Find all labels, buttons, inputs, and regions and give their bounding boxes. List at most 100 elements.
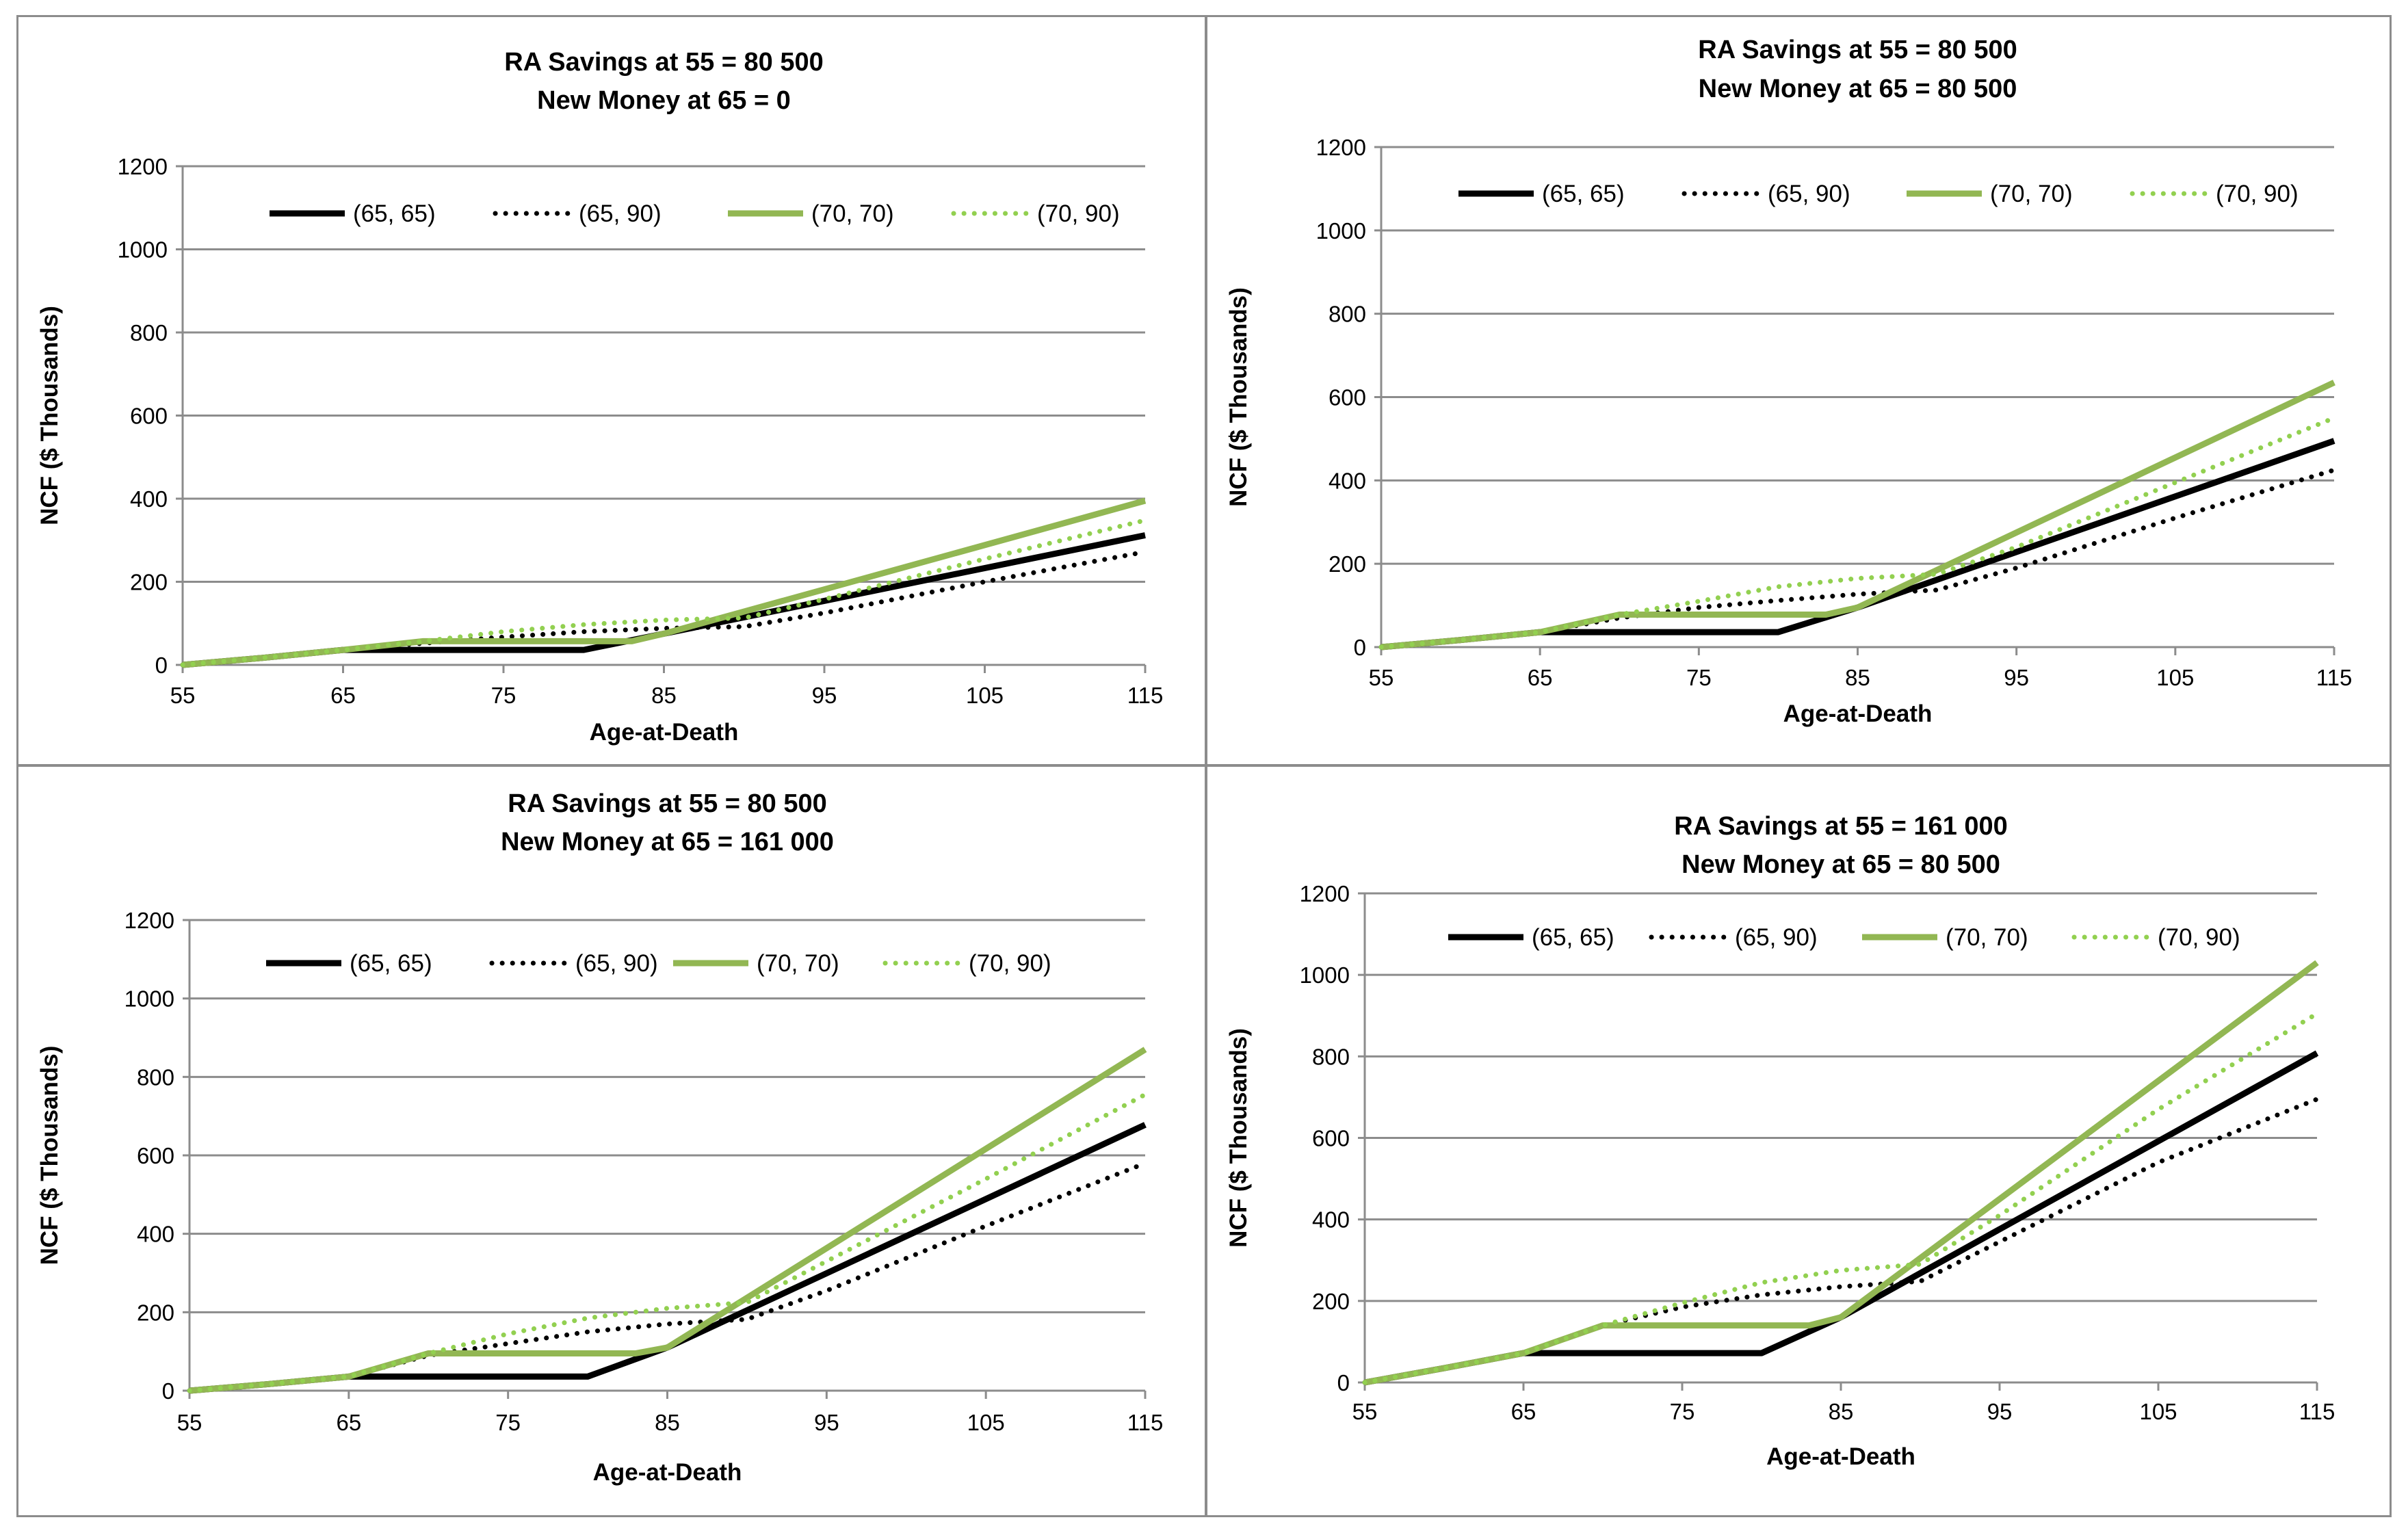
y-tick-label: 1200 [125, 908, 174, 933]
x-tick-label: 65 [330, 683, 356, 708]
legend-label: (65, 65) [1532, 924, 1614, 951]
legend-label: (70, 90) [2158, 924, 2240, 951]
x-tick-label: 115 [1127, 1410, 1164, 1435]
legend-label: (65, 90) [1735, 924, 1818, 951]
chart-title-line: RA Savings at 55 = 161 000 [1674, 812, 2008, 841]
x-tick-label: 55 [170, 683, 196, 708]
legend-label: (70, 70) [757, 950, 839, 977]
y-tick-label: 1200 [118, 154, 168, 179]
y-tick-label: 200 [130, 570, 168, 595]
y-tick-label: 0 [162, 1378, 174, 1404]
y-tick-label: 800 [137, 1064, 174, 1090]
series-line-65-65 [1364, 1050, 2319, 1386]
series-line-65-65 [189, 1122, 1147, 1394]
y-tick-label: 200 [137, 1300, 174, 1325]
x-tick-label: 105 [966, 683, 1004, 708]
y-axis-label: NCF ($ Thousands) [36, 306, 63, 525]
y-tick-label: 400 [130, 486, 168, 512]
y-tick-label: 600 [137, 1143, 174, 1168]
series-line-70-70 [1380, 380, 2335, 651]
y-tick-label: 0 [1337, 1370, 1350, 1395]
series-line-65-65 [1380, 438, 2335, 651]
series-line-70-90 [187, 1092, 1148, 1393]
x-tick-label: 65 [1528, 665, 1553, 690]
x-axis-label: Age-at-Death [1766, 1443, 1915, 1470]
chart-title-line: New Money at 65 = 161 000 [501, 828, 834, 856]
legend-label: (65, 90) [1768, 181, 1850, 207]
y-tick-label: 0 [1354, 635, 1366, 660]
y-tick-label: 200 [1329, 551, 1366, 577]
x-tick-label: 75 [1686, 665, 1712, 690]
y-tick-label: 400 [137, 1222, 174, 1247]
x-axis-label: Age-at-Death [1783, 700, 1933, 727]
x-tick-label: 105 [2156, 665, 2194, 690]
chart-title-line: RA Savings at 55 = 80 500 [508, 789, 826, 818]
series-line-65-90 [180, 549, 1148, 668]
series-line-70-90 [1362, 1011, 2320, 1385]
x-tick-label: 105 [967, 1410, 1005, 1435]
x-tick-label: 85 [655, 1410, 680, 1435]
line-chart: RA Savings at 55 = 80 500 New Money at 65… [1225, 36, 2353, 727]
y-tick-label: 1000 [1300, 962, 1350, 988]
y-tick-label: 800 [1329, 302, 1366, 327]
series-line-65-90 [187, 1161, 1148, 1393]
y-tick-label: 800 [1312, 1044, 1350, 1069]
series-line-65-90 [1362, 1097, 2320, 1385]
x-tick-label: 65 [336, 1410, 361, 1435]
line-chart: RA Savings at 55 = 80 500 New Money at 65… [36, 789, 1164, 1486]
chart-panel-4: RA Savings at 55 = 161 000 New Money at 6… [1205, 765, 2392, 1517]
chart-panel-1: RA Savings at 55 = 80 500 New Money at 65… [16, 15, 1207, 766]
chart-title-line: New Money at 65 = 80 500 [1699, 75, 2017, 103]
chart-panel-3: RA Savings at 55 = 80 500 New Money at 65… [16, 765, 1207, 1517]
y-tick-label: 600 [1329, 385, 1366, 410]
y-tick-label: 200 [1312, 1289, 1350, 1314]
x-tick-label: 55 [1369, 665, 1394, 690]
legend-label: (70, 70) [1990, 181, 2073, 207]
x-tick-label: 115 [2316, 665, 2353, 690]
x-tick-label: 75 [491, 683, 516, 708]
x-tick-label: 95 [812, 683, 837, 708]
series-line-70-90 [1378, 415, 2337, 650]
chart-title-line: RA Savings at 55 = 80 500 [1698, 36, 2017, 64]
legend-label: (65, 65) [350, 950, 432, 977]
legend-label: (70, 90) [969, 950, 1051, 977]
y-tick-label: 400 [1329, 468, 1366, 493]
x-axis-label: Age-at-Death [593, 1459, 742, 1486]
x-tick-label: 75 [1670, 1399, 1695, 1424]
line-chart: RA Savings at 55 = 161 000 New Money at 6… [1225, 812, 2335, 1470]
y-tick-label: 600 [1312, 1126, 1350, 1151]
x-tick-label: 115 [1127, 683, 1164, 708]
legend-label: (70, 70) [1946, 924, 2028, 951]
y-tick-label: 1000 [125, 986, 174, 1012]
x-tick-label: 95 [814, 1410, 839, 1435]
x-tick-label: 55 [1352, 1399, 1378, 1424]
x-axis-label: Age-at-Death [590, 719, 739, 746]
y-tick-label: 1200 [1316, 135, 1366, 160]
series-line-70-90 [180, 518, 1148, 668]
series-line-70-70 [1364, 960, 2319, 1386]
series-line-65-90 [1378, 467, 2337, 650]
chart-title-line: New Money at 65 = 80 500 [1681, 850, 2000, 879]
y-axis-label: NCF ($ Thousands) [1225, 1028, 1252, 1248]
x-tick-label: 85 [1845, 665, 1870, 690]
y-axis-label: NCF ($ Thousands) [1225, 287, 1252, 507]
y-axis-label: NCF ($ Thousands) [36, 1046, 63, 1265]
series-line-70-70 [189, 1047, 1147, 1394]
x-tick-label: 95 [1987, 1399, 2013, 1424]
chart-title-line: RA Savings at 55 = 80 500 [504, 48, 823, 77]
x-tick-label: 75 [495, 1410, 521, 1435]
chart-title-line: New Money at 65 = 0 [537, 86, 791, 115]
legend-label: (65, 90) [579, 200, 662, 227]
y-tick-label: 1000 [1316, 218, 1366, 244]
x-tick-label: 95 [2004, 665, 2029, 690]
x-tick-label: 55 [177, 1410, 202, 1435]
y-tick-label: 0 [155, 653, 168, 678]
x-tick-label: 105 [2139, 1399, 2177, 1424]
legend-label: (65, 65) [353, 200, 436, 227]
y-tick-label: 800 [130, 320, 168, 345]
x-tick-label: 65 [1511, 1399, 1536, 1424]
legend-label: (65, 90) [575, 950, 658, 977]
x-tick-label: 85 [1829, 1399, 1854, 1424]
chart-panel-2: RA Savings at 55 = 80 500 New Money at 65… [1205, 15, 2392, 766]
legend-label: (70, 90) [2216, 181, 2299, 207]
